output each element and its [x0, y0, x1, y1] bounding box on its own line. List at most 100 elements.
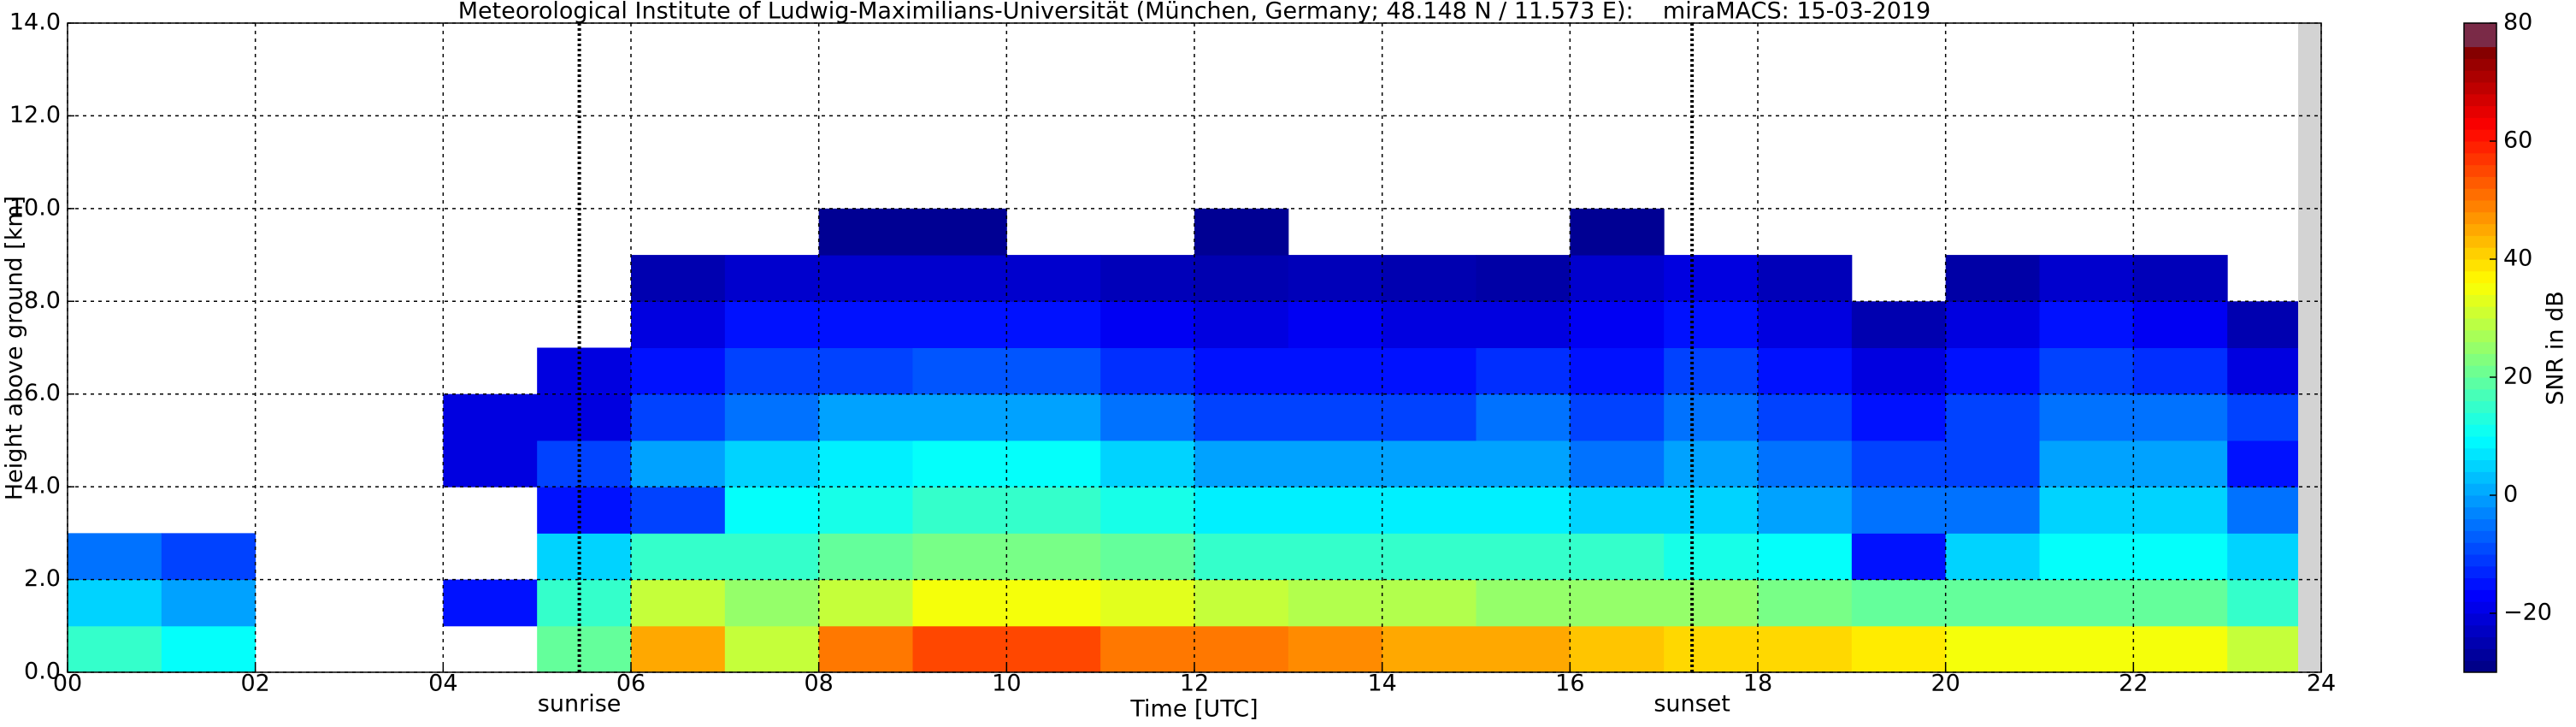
heatmap-cell — [1851, 625, 1947, 673]
colorbar-band — [2464, 506, 2496, 520]
heatmap-cell — [537, 347, 632, 395]
colorbar-band — [2464, 141, 2496, 154]
colorbar-tick-label: −20 — [2503, 600, 2552, 626]
heatmap-cell — [443, 579, 538, 627]
colorbar-band — [2464, 223, 2496, 236]
colorbar-band — [2464, 294, 2496, 307]
colorbar-band — [2464, 70, 2496, 83]
heatmap-cell — [1664, 533, 1759, 581]
annotation-label: sunset — [1653, 691, 1730, 718]
heatmap-cell — [724, 579, 820, 627]
heatmap-cell — [1570, 255, 1665, 302]
heatmap-cell — [2039, 347, 2134, 395]
x-axis-label: Time [UTC] — [1129, 696, 1258, 723]
heatmap-cell — [2039, 440, 2134, 488]
colorbar-tick-label: 60 — [2503, 127, 2532, 154]
colorbar-band — [2464, 483, 2496, 496]
heatmap-cell — [1476, 579, 1571, 627]
heatmap-cell — [1664, 393, 1759, 441]
heatmap-cell — [537, 533, 632, 581]
heatmap-cell — [1100, 255, 1195, 302]
heatmap-cell — [1194, 579, 1289, 627]
heatmap-cell — [1288, 487, 1383, 534]
heatmap-cell — [1945, 255, 2040, 302]
heatmap-cell — [1476, 533, 1571, 581]
colorbar-band — [2464, 23, 2496, 36]
heatmap-cell — [1476, 440, 1571, 488]
heatmap-cell — [631, 347, 726, 395]
heatmap-cell — [818, 440, 913, 488]
heatmap-cell — [2039, 625, 2134, 673]
colorbar-band — [2464, 282, 2496, 295]
heatmap-cell — [2039, 579, 2134, 627]
heatmap-cell — [161, 533, 256, 581]
heatmap-cell — [1194, 533, 1289, 581]
heatmap-cell — [1006, 625, 1101, 673]
colorbar-band — [2464, 164, 2496, 177]
heatmap-cell — [2039, 301, 2134, 348]
heatmap-cell — [2133, 301, 2228, 348]
colorbar-tick-label: 80 — [2503, 9, 2532, 36]
heatmap-cell — [1664, 487, 1759, 534]
heatmap-cell — [68, 533, 162, 581]
y-tick-label: 6.0 — [24, 380, 61, 406]
colorbar-band — [2464, 188, 2496, 201]
heatmap-cell — [1476, 487, 1571, 534]
heatmap-cell — [1006, 533, 1101, 581]
heatmap-cell — [2133, 487, 2228, 534]
y-tick-label: 14.0 — [9, 9, 61, 36]
colorbar-frame — [2463, 22, 2497, 673]
heatmap-cell — [2039, 533, 2134, 581]
heatmap-cell — [912, 255, 1007, 302]
x-tick-label: 08 — [804, 671, 833, 697]
colorbar-band — [2464, 329, 2496, 343]
heatmap-cell — [1194, 440, 1289, 488]
colorbar-band — [2464, 412, 2496, 425]
x-tick-label: 02 — [240, 671, 269, 697]
heatmap-cell — [631, 533, 726, 581]
heatmap-cell — [1288, 255, 1383, 302]
colorbar-band — [2464, 247, 2496, 260]
heatmap-cell — [1476, 625, 1571, 673]
colorbar-band — [2464, 117, 2496, 130]
colorbar-band — [2464, 436, 2496, 449]
colorbar-band — [2464, 388, 2496, 402]
heatmap-cell — [1851, 301, 1947, 348]
heatmap-cell — [912, 487, 1007, 534]
heatmap-cell — [2133, 347, 2228, 395]
colorbar-band — [2464, 648, 2496, 661]
heatmap-cell — [1382, 625, 1477, 673]
colorbar-band — [2464, 259, 2496, 272]
heatmap-cell — [631, 625, 726, 673]
y-axis-label: Height above ground [km] — [2, 196, 28, 500]
colorbar-band — [2464, 365, 2496, 378]
colorbar-band — [2464, 200, 2496, 213]
heatmap-cell — [1758, 579, 1853, 627]
heatmap-cell — [1758, 393, 1853, 441]
heatmap-cell — [2133, 255, 2228, 302]
heatmap-cell — [1288, 301, 1383, 348]
heatmap-cell — [631, 301, 726, 348]
heatmap-cell — [2133, 579, 2228, 627]
chart-title: Meteorological Institute of Ludwig-Maxim… — [458, 0, 1931, 25]
heatmap-cell — [2133, 393, 2228, 441]
heatmap-cell — [818, 301, 913, 348]
heatmap-cell — [912, 347, 1007, 395]
colorbar-band — [2464, 270, 2496, 284]
heatmap-cell — [537, 440, 632, 488]
heatmap-cell — [1382, 533, 1477, 581]
heatmap-cell — [818, 579, 913, 627]
heatmap-cell — [68, 625, 162, 673]
heatmap-cell — [818, 487, 913, 534]
heatmap-cell — [1100, 301, 1195, 348]
x-tick-label: 00 — [53, 671, 82, 697]
colorbar-band — [2464, 58, 2496, 71]
heatmap-cell — [1851, 347, 1947, 395]
colorbar-band — [2464, 400, 2496, 413]
colorbar-band — [2464, 377, 2496, 390]
heatmap-cell — [1194, 487, 1289, 534]
heatmap-cell — [1100, 440, 1195, 488]
heatmap-cell — [1006, 301, 1101, 348]
heatmap-cell — [443, 393, 538, 441]
